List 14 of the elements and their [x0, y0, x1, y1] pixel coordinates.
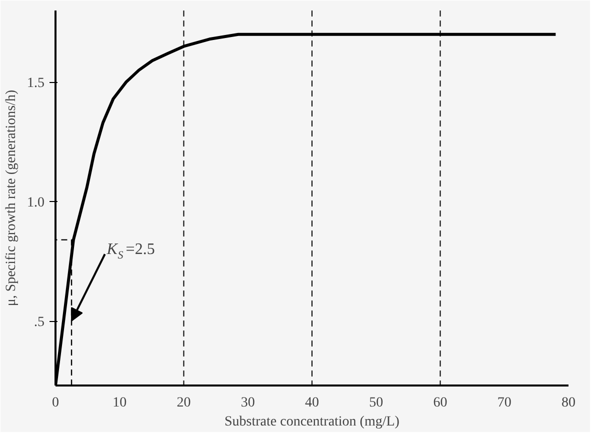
y-tick-label: .5	[34, 315, 44, 330]
y-tick-label: 1.0	[27, 196, 44, 211]
x-tick-label: 10	[112, 396, 127, 410]
x-tick-label: 0	[52, 396, 59, 410]
x-tick-label: 30	[240, 396, 255, 410]
x-tick-label: 80	[562, 396, 576, 410]
y-tick-label: 1.5	[27, 76, 44, 92]
x-tick-label: 40	[305, 396, 319, 410]
x-axis-title: Substrate concentration (mg/L)	[224, 414, 400, 430]
x-tick-label: 70	[497, 396, 512, 410]
x-tick-label: 20	[176, 396, 191, 410]
x-tick-label: 60	[433, 396, 448, 410]
y-axis-title: μ, Specific growth rate (generations/h)	[4, 90, 19, 306]
x-tick-label: 50	[369, 396, 384, 410]
